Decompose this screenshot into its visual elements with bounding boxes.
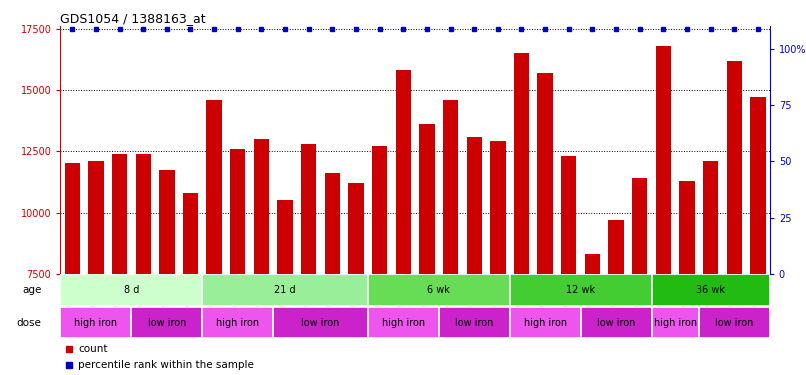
Bar (655, 46, 671, 274)
Bar (513, 53, 530, 274)
Bar (632, 178, 647, 274)
Bar (584, 254, 600, 274)
Bar (60, 307, 131, 338)
Bar (131, 307, 202, 338)
Bar (509, 307, 580, 338)
Bar (368, 307, 438, 338)
Bar (301, 144, 317, 274)
Text: high iron: high iron (216, 318, 260, 327)
Bar (438, 307, 509, 338)
Text: low iron: low iron (597, 318, 635, 327)
Text: high iron: high iron (654, 318, 696, 327)
Text: high iron: high iron (74, 318, 118, 327)
Text: GDS1054 / 1388163_at: GDS1054 / 1388163_at (60, 12, 206, 25)
Bar (202, 274, 368, 306)
Bar (277, 200, 293, 274)
Bar (230, 149, 246, 274)
Text: percentile rank within the sample: percentile rank within the sample (78, 360, 254, 370)
Bar (467, 136, 482, 274)
Text: low iron: low iron (301, 318, 339, 327)
Bar (112, 154, 127, 274)
Text: high iron: high iron (382, 318, 425, 327)
Bar (651, 274, 770, 306)
Bar (64, 164, 80, 274)
Bar (206, 100, 222, 274)
Bar (88, 161, 104, 274)
Text: low iron: low iron (455, 318, 493, 327)
Bar (273, 307, 368, 338)
Bar (679, 181, 695, 274)
Text: low iron: low iron (715, 318, 754, 327)
Bar (419, 124, 434, 274)
Bar (651, 307, 699, 338)
Bar (726, 60, 742, 274)
Text: dose: dose (17, 318, 42, 327)
Bar (183, 193, 198, 274)
Bar (490, 141, 505, 274)
Bar (561, 156, 576, 274)
Text: high iron: high iron (524, 318, 567, 327)
Bar (372, 146, 388, 274)
Text: 21 d: 21 d (274, 285, 296, 295)
Bar (135, 154, 151, 274)
Bar (348, 183, 364, 274)
Bar (60, 274, 202, 306)
Bar (538, 73, 553, 274)
Bar (750, 98, 766, 274)
Text: 36 wk: 36 wk (696, 285, 725, 295)
Text: low iron: low iron (147, 318, 186, 327)
Text: 12 wk: 12 wk (566, 285, 595, 295)
Text: age: age (22, 285, 42, 295)
Text: 8 d: 8 d (123, 285, 139, 295)
Bar (396, 70, 411, 274)
Bar (442, 100, 459, 274)
Text: count: count (78, 344, 108, 354)
Bar (509, 274, 651, 306)
Bar (699, 307, 770, 338)
Bar (325, 173, 340, 274)
Text: 6 wk: 6 wk (427, 285, 451, 295)
Bar (202, 307, 273, 338)
Bar (254, 139, 269, 274)
Bar (159, 170, 175, 274)
Bar (368, 274, 509, 306)
Bar (580, 307, 651, 338)
Bar (609, 220, 624, 274)
Bar (703, 161, 718, 274)
